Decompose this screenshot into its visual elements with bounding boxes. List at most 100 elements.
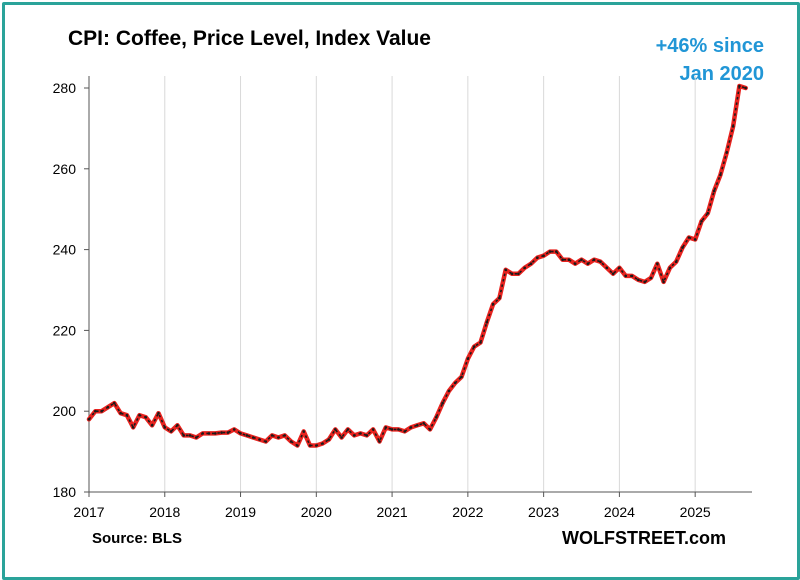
y-tick-label-180: 180 xyxy=(53,484,77,500)
axis-layer: 2017 2018 2019 2020 2021 2022 2023 2024 2025 180 2… xyxy=(53,76,752,520)
data-point-2018-03 xyxy=(176,424,179,427)
data-point-2017-11 xyxy=(150,424,154,427)
data-point-2019-09 xyxy=(289,440,293,443)
annotation-line-1: +46% since xyxy=(655,35,764,57)
data-point-2021-10 xyxy=(447,389,451,393)
data-point-2021-09 xyxy=(441,401,444,405)
data-point-2024-05 xyxy=(643,280,646,284)
data-point-2018-10 xyxy=(220,431,223,434)
data-point-2020-12 xyxy=(384,426,388,429)
data-point-2025-02 xyxy=(700,220,703,223)
data-point-2025-08 xyxy=(738,84,741,88)
data-point-2021-11 xyxy=(453,381,457,385)
data-point-2017-09 xyxy=(138,413,141,417)
x-tick-label-2021: 2021 xyxy=(377,504,408,520)
data-point-2018-04 xyxy=(182,434,185,437)
data-point-2024-01 xyxy=(618,266,621,270)
y-tick-label-200: 200 xyxy=(53,403,77,419)
data-point-2017-02 xyxy=(94,409,97,413)
data-point-2022-07 xyxy=(504,268,508,272)
data-point-2017-01 xyxy=(87,418,91,421)
data-point-2023-09 xyxy=(592,258,596,262)
annotation-line-2: Jan 2020 xyxy=(679,63,764,85)
data-point-2023-08 xyxy=(586,262,590,266)
x-tick-label-2022: 2022 xyxy=(452,504,483,520)
data-point-2021-05 xyxy=(416,424,419,427)
data-point-2025-01 xyxy=(693,238,697,241)
chart-annotation: +46% since Jan 2020 xyxy=(624,32,764,88)
data-point-2020-11 xyxy=(378,440,381,443)
data-point-2024-09 xyxy=(668,266,672,270)
data-point-2017-07 xyxy=(125,413,129,417)
data-point-2021-12 xyxy=(460,375,463,379)
data-point-2017-05 xyxy=(113,401,116,405)
data-point-2024-07 xyxy=(656,262,659,266)
data-point-2021-06 xyxy=(422,422,426,425)
data-point-2025-07 xyxy=(731,125,735,128)
data-point-2022-04 xyxy=(485,321,489,324)
data-point-2023-04 xyxy=(561,258,564,262)
data-point-2025-09 xyxy=(744,86,747,90)
brand-label: WOLFSTREET.com xyxy=(561,528,726,548)
data-point-2021-04 xyxy=(409,426,413,429)
data-point-2018-01 xyxy=(163,426,167,429)
data-point-2022-12 xyxy=(536,256,539,260)
data-point-2018-09 xyxy=(214,432,217,435)
data-point-2019-06 xyxy=(270,434,274,437)
data-point-2019-08 xyxy=(283,434,287,437)
data-point-2024-08 xyxy=(662,280,665,284)
data-point-2020-02 xyxy=(321,442,324,445)
data-point-2019-10 xyxy=(296,444,299,447)
data-point-2019-05 xyxy=(264,440,268,443)
data-point-2021-07 xyxy=(428,428,432,431)
data-point-2022-03 xyxy=(479,341,482,344)
x-tick-label-2020: 2020 xyxy=(301,504,332,520)
data-point-2021-03 xyxy=(403,430,407,433)
data-point-2022-09 xyxy=(517,272,520,276)
data-point-2019-11 xyxy=(302,430,306,433)
data-point-2025-04 xyxy=(712,189,716,193)
line-layer xyxy=(86,83,748,448)
data-point-2024-03 xyxy=(630,274,634,278)
data-point-2017-08 xyxy=(131,426,135,429)
data-point-2022-11 xyxy=(529,262,533,266)
data-point-2024-10 xyxy=(674,260,678,264)
y-tick-label-260: 260 xyxy=(53,161,77,177)
data-point-2024-02 xyxy=(624,274,627,278)
data-point-2017-12 xyxy=(157,411,160,415)
data-point-2024-12 xyxy=(687,236,691,239)
data-point-2022-06 xyxy=(498,296,501,300)
data-point-2020-03 xyxy=(327,438,331,441)
x-tick-label-2018: 2018 xyxy=(149,504,180,520)
data-point-2017-03 xyxy=(100,409,103,413)
x-tick-label-2025: 2025 xyxy=(680,504,711,520)
data-point-2020-05 xyxy=(340,436,343,439)
data-point-2018-02 xyxy=(169,430,173,433)
data-point-2023-01 xyxy=(542,254,545,257)
data-point-2020-01 xyxy=(315,444,318,447)
data-point-2022-05 xyxy=(491,302,495,306)
data-point-2021-02 xyxy=(397,428,400,431)
data-point-2022-10 xyxy=(523,266,526,270)
data-point-2020-06 xyxy=(346,428,350,431)
data-point-2020-07 xyxy=(352,434,356,437)
data-point-2020-10 xyxy=(371,428,375,431)
data-point-2023-06 xyxy=(573,262,577,266)
data-point-2018-07 xyxy=(201,432,204,435)
data-point-2024-04 xyxy=(637,278,640,282)
data-point-2025-05 xyxy=(719,173,722,177)
y-tick-label-280: 280 xyxy=(53,80,77,96)
data-point-2018-12 xyxy=(232,428,236,431)
data-point-2018-11 xyxy=(226,431,230,434)
series-dash-overlay-0 xyxy=(88,85,746,447)
y-tick-label-240: 240 xyxy=(53,242,77,258)
source-label: Source: BLS xyxy=(92,530,183,547)
data-point-2022-02 xyxy=(472,345,476,348)
data-point-2023-10 xyxy=(599,260,602,264)
x-tick-label-2019: 2019 xyxy=(225,504,256,520)
y-tick-label-220: 220 xyxy=(53,322,77,338)
data-point-2025-06 xyxy=(725,151,728,154)
data-point-2020-04 xyxy=(334,428,337,431)
